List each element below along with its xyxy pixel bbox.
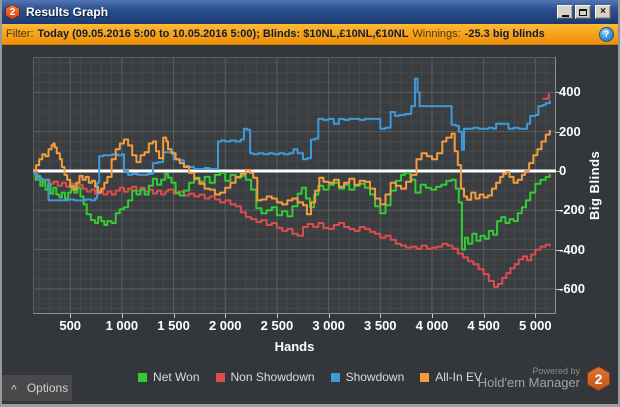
powered-by-text: Powered by [532, 366, 580, 376]
x-tick-mark [70, 314, 72, 318]
options-button[interactable]: ^ Options [2, 375, 72, 401]
legend-swatch-icon [215, 372, 225, 382]
filter-value: Today (09.05.2016 5:00 to 10.05.2016 5:0… [37, 28, 409, 40]
x-tick-mark [173, 314, 175, 318]
window-title: Results Graph [26, 5, 109, 19]
y-tick-label: -200 [559, 202, 586, 218]
y-tick-mark [556, 288, 560, 290]
y-tick-mark [556, 249, 560, 251]
legend-label: All-In EV [435, 370, 482, 384]
legend-item-net-won[interactable]: Net Won [138, 370, 200, 384]
y-tick-label: 400 [559, 84, 581, 100]
winnings-label: Winnings: [412, 28, 461, 40]
plot-area [32, 57, 557, 314]
legend-label: Non Showdown [230, 370, 315, 384]
x-tick-label: 4 000 [415, 318, 449, 333]
maximize-icon [579, 8, 587, 16]
winnings-value: -25.3 big blinds [464, 28, 545, 40]
x-tick-mark [535, 314, 537, 318]
legend-swatch-icon [330, 372, 340, 382]
hm2-logo-icon: 2 [587, 366, 610, 392]
y-tick-label: -400 [559, 241, 586, 257]
holdem-manager-text: Hold'em Manager [477, 375, 580, 391]
results-line-chart [32, 57, 557, 314]
options-label: Options [26, 381, 69, 395]
x-tick-label: 4 500 [467, 318, 500, 333]
y-axis-title: Big Blinds [587, 150, 602, 221]
titlebar[interactable]: 2 Results Graph × [2, 0, 618, 24]
legend-item-all-in-ev[interactable]: All-In EV [420, 370, 482, 384]
x-tick-label: 500 [59, 318, 82, 333]
y-tick-mark [556, 210, 560, 212]
x-tick-mark [483, 314, 485, 318]
minimize-button[interactable] [557, 5, 573, 19]
y-tick-mark [556, 131, 560, 133]
legend-item-non-showdown[interactable]: Non Showdown [215, 370, 315, 384]
chevron-up-icon: ^ [11, 383, 17, 395]
x-tick-mark [380, 314, 382, 318]
legend-label: Net Won [153, 370, 200, 384]
x-tick-label: 1 500 [157, 318, 190, 333]
chart-legend: Net Won Non Showdown Showdown All-In EV [2, 367, 618, 387]
legend-swatch-icon [138, 372, 148, 382]
chart-panel: 400 200 0 -200 -400 -600 500 1 000 1 500 2 000 2 … [2, 45, 618, 404]
y-tick-label: 200 [559, 123, 581, 139]
x-tick-mark [276, 314, 278, 318]
y-tick-label: 0 [559, 162, 567, 178]
x-tick-label: 1 000 [105, 318, 139, 333]
legend-label: Showdown [345, 370, 405, 384]
y-tick-mark [556, 92, 560, 94]
hm2-app-icon: 2 [5, 4, 20, 20]
info-icon[interactable]: ? [599, 26, 614, 42]
x-tick-label: 5 000 [519, 318, 552, 333]
x-tick-label: 3 500 [364, 318, 397, 333]
filter-label: Filter: [6, 28, 34, 40]
legend-swatch-icon [420, 372, 430, 382]
x-axis-title: Hands [274, 339, 315, 354]
x-tick-mark [431, 314, 433, 318]
window-controls: × [557, 5, 611, 19]
minimize-icon [561, 15, 569, 17]
legend-item-showdown[interactable]: Showdown [330, 370, 405, 384]
powered-by: Powered by Hold'em Manager 2 [477, 366, 610, 392]
x-tick-mark [121, 314, 123, 318]
close-button[interactable]: × [595, 5, 611, 19]
filter-bar[interactable]: Filter: Today (09.05.2016 5:00 to 10.05.… [2, 24, 618, 45]
close-icon: × [600, 6, 606, 17]
x-tick-label: 3 000 [312, 318, 345, 333]
x-tick-label: 2 500 [260, 318, 294, 333]
y-tick-label: -600 [559, 280, 586, 296]
y-tick-mark [556, 170, 560, 172]
x-tick-mark [328, 314, 330, 318]
maximize-button[interactable] [575, 5, 591, 19]
x-tick-label: 2 000 [208, 318, 242, 333]
x-tick-mark [225, 314, 227, 318]
